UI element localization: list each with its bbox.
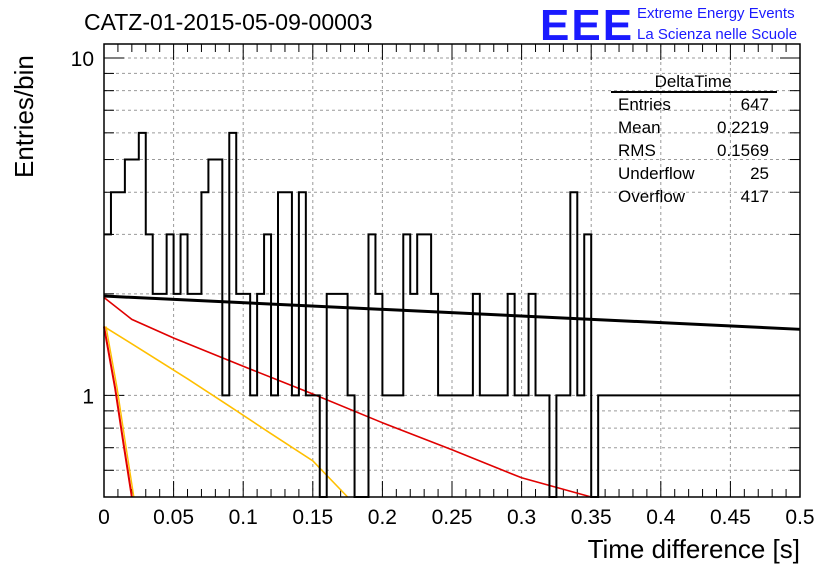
fit-curve-steep xyxy=(103,326,133,498)
grid-lines xyxy=(104,44,800,498)
fit-curve-orange xyxy=(103,325,349,498)
stats-value: 647 xyxy=(741,95,769,114)
x-tick-label: 0.1 xyxy=(229,506,258,529)
fit-curve-steep-overlay xyxy=(105,326,135,498)
stats-value: 25 xyxy=(750,164,769,183)
x-tick-label: 0.45 xyxy=(710,506,751,529)
x-tick-label: 0.05 xyxy=(153,506,194,529)
x-tick-label: 0 xyxy=(98,506,110,529)
x-tick-label: 0.35 xyxy=(571,506,612,529)
logo-line-2: La Scienza nelle Scuole xyxy=(637,26,797,43)
stats-label: Entries xyxy=(618,95,671,114)
axis-ticks: 0 0.05 0.1 0.15 0.2 0.25 0.3 0.35 0.4 0.45 0.5 1 10 xyxy=(71,44,815,529)
stats-value: 0.2219 xyxy=(717,118,769,137)
x-tick-label: 0.4 xyxy=(646,506,676,529)
plot-area: 0 0.05 0.1 0.15 0.2 0.25 0.3 0.35 0.4 0.45 0.5 1 10 xyxy=(71,43,815,529)
y-tick-label: 1 xyxy=(82,385,94,408)
stats-label: Mean xyxy=(618,118,661,137)
eee-logo: EEE xyxy=(540,1,634,50)
x-tick-label: 0.3 xyxy=(507,506,536,529)
plot-frame xyxy=(103,43,801,498)
stats-title: DeltaTime xyxy=(655,72,732,91)
x-tick-label: 0.15 xyxy=(292,506,333,529)
run-title: CATZ-01-2015-05-09-00003 xyxy=(84,9,373,35)
x-tick-label: 0.5 xyxy=(785,506,814,529)
histogram-series xyxy=(104,131,800,498)
y-axis-title: Entries/bin xyxy=(9,55,39,178)
stats-label: RMS xyxy=(618,141,656,160)
x-tick-label: 0.2 xyxy=(368,506,397,529)
stats-label: Overflow xyxy=(618,187,686,206)
logo-line-1: Extreme Energy Events xyxy=(637,5,795,22)
x-axis-title: Time difference [s] xyxy=(588,534,800,564)
stats-box: DeltaTime Entries 647 Mean 0.2219 RMS 0.1569 U… xyxy=(611,72,777,206)
fit-curve-red xyxy=(103,296,592,498)
y-tick-label: 10 xyxy=(71,48,94,71)
x-tick-label: 0.25 xyxy=(432,506,473,529)
stats-value: 417 xyxy=(741,187,769,206)
fit-curve-black xyxy=(103,294,801,331)
stats-value: 0.1569 xyxy=(717,141,769,160)
stats-label: Underflow xyxy=(618,164,695,183)
fit-curves xyxy=(103,294,801,498)
